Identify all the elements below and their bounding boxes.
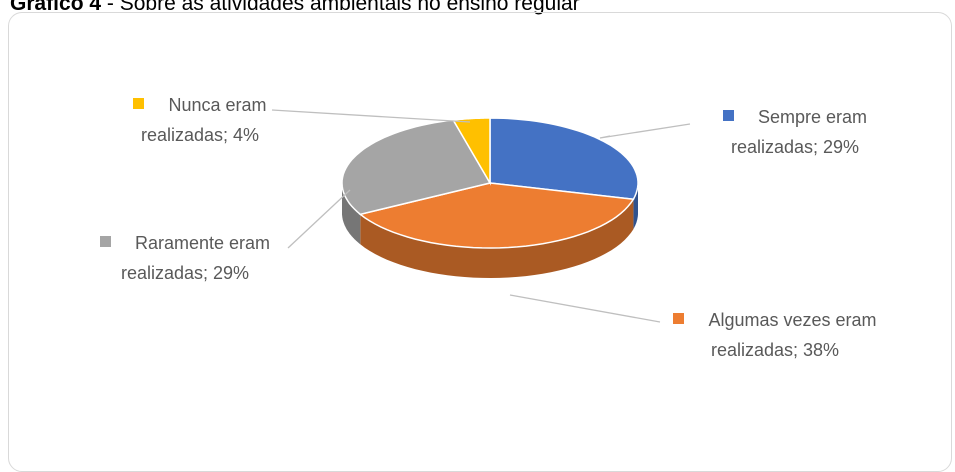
label-category: Algumas vezes eram realizadas [708, 310, 877, 360]
label-marker [133, 98, 145, 109]
label-category: Nunca eram realizadas [140, 95, 267, 145]
label-separator: ; [813, 137, 824, 157]
leader-line [509, 294, 661, 323]
label-separator: ; [203, 263, 214, 283]
slice-side [342, 183, 361, 245]
slice [358, 182, 635, 249]
label-marker [99, 236, 111, 247]
slice [451, 117, 491, 186]
data-label: Sempre eram realizadas; 29% [700, 102, 890, 162]
label-value: 29% [213, 263, 250, 283]
leader-line [599, 123, 691, 139]
leader-line [287, 189, 351, 249]
label-separator: ; [223, 125, 234, 145]
label-category: Sempre eram realizadas [730, 107, 868, 157]
label-separator: ; [793, 340, 804, 360]
leader-line [271, 109, 471, 123]
slice [489, 117, 639, 201]
chart-title: Gráfico 4 [10, 0, 102, 15]
slice [341, 119, 492, 216]
slice-side [360, 199, 634, 278]
label-marker [722, 110, 734, 121]
label-value: 29% [823, 137, 860, 157]
data-label: Raramente eram realizadas; 29% [60, 228, 310, 288]
label-marker [673, 313, 685, 324]
data-label: Nunca eram realizadas; 4% [95, 90, 305, 150]
title: Gráfico 4 - Sobre as atividades ambienta… [10, 0, 580, 16]
label-value: 38% [803, 340, 840, 360]
slice-side [633, 183, 638, 230]
data-label: Algumas vezes eram realizadas; 38% [655, 305, 895, 365]
label-value: 4% [233, 125, 260, 145]
chart-subtitle: - Sobre as atividades ambientais no ensi… [101, 0, 580, 15]
label-category: Raramente eram realizadas [120, 233, 271, 283]
